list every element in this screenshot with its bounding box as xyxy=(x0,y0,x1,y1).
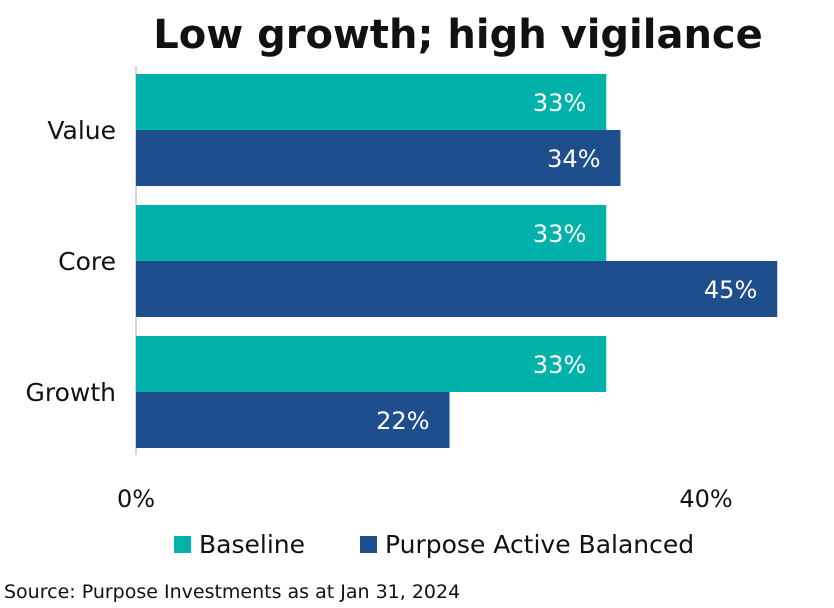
data-label-core-purpose-active-balanced: 45% xyxy=(704,276,757,304)
x-tick-labels: 0% 40% xyxy=(117,485,733,513)
chart-title: Low growth; high vigilance xyxy=(153,12,763,58)
legend-swatch-baseline xyxy=(174,536,191,553)
legend-label-baseline: Baseline xyxy=(199,530,305,559)
data-label-growth-purpose-active-balanced: 22% xyxy=(376,407,429,435)
data-label-value-baseline: 33% xyxy=(533,89,586,117)
legend-swatch-purpose-active-balanced xyxy=(360,536,377,553)
source-note: Source: Purpose Investments as at Jan 31… xyxy=(4,581,461,603)
x-tick-label-40: 40% xyxy=(679,485,732,513)
legend: Baseline Purpose Active Balanced xyxy=(174,530,694,559)
category-labels: Value Core Growth xyxy=(26,116,117,407)
category-label-growth: Growth xyxy=(26,378,117,407)
data-label-growth-baseline: 33% xyxy=(533,351,586,379)
category-label-core: Core xyxy=(58,247,116,276)
bar-growth-purpose-active-balanced xyxy=(136,392,450,448)
legend-label-purpose-active-balanced: Purpose Active Balanced xyxy=(385,530,694,559)
bar-growth-baseline xyxy=(136,336,607,392)
data-label-core-baseline: 33% xyxy=(533,220,586,248)
bar-core-baseline xyxy=(136,205,607,261)
data-label-value-purpose-active-balanced: 34% xyxy=(547,145,600,173)
bars-group: 33% 34% 33% 45% 33% 22% xyxy=(136,74,778,448)
x-tick-label-0: 0% xyxy=(117,485,155,513)
category-label-value: Value xyxy=(47,116,116,145)
bar-value-purpose-active-balanced xyxy=(136,130,621,186)
bar-value-baseline xyxy=(136,74,607,130)
bar-core-purpose-active-balanced xyxy=(136,261,778,317)
